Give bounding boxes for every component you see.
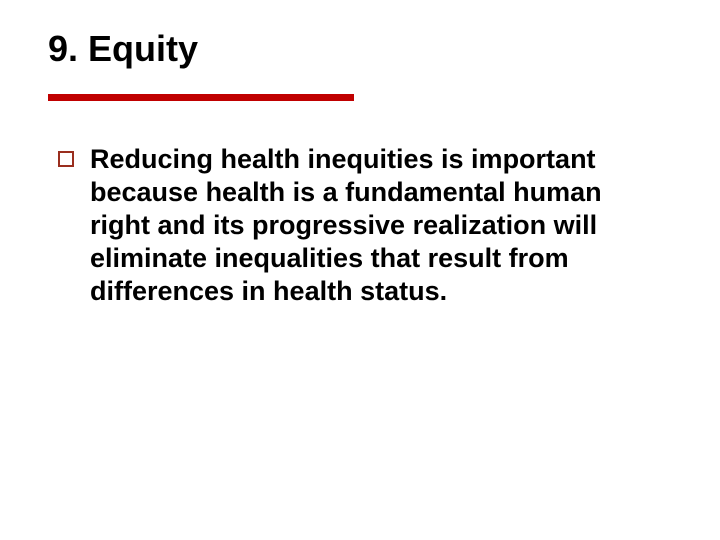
bullet-checkbox-icon	[58, 151, 74, 167]
bullet-text: Reducing health inequities is important …	[90, 143, 646, 308]
title-divider	[48, 94, 354, 101]
bullet-item: Reducing health inequities is important …	[48, 143, 672, 308]
slide-container: 9. Equity Reducing health inequities is …	[0, 0, 720, 540]
slide-title: 9. Equity	[48, 28, 672, 70]
